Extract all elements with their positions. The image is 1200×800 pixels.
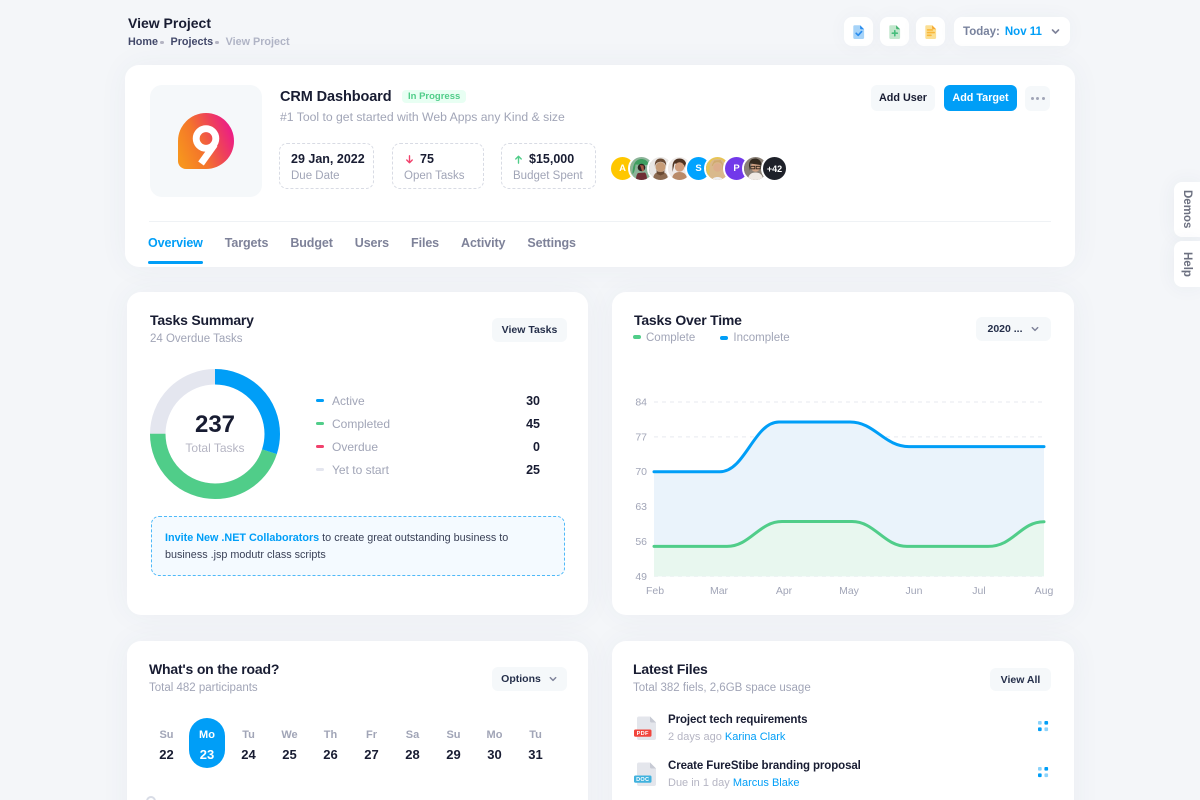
svg-text:Mar: Mar — [710, 585, 729, 597]
svg-text:May: May — [839, 585, 860, 597]
svg-text:49: 49 — [635, 571, 647, 583]
svg-text:Apr: Apr — [776, 585, 793, 597]
svg-text:63: 63 — [635, 501, 647, 513]
svg-text:Feb: Feb — [646, 585, 664, 597]
svg-text:Aug: Aug — [1035, 585, 1054, 597]
svg-text:Jul: Jul — [972, 585, 985, 597]
svg-text:56: 56 — [635, 536, 647, 548]
svg-text:84: 84 — [635, 397, 647, 409]
svg-text:Jun: Jun — [906, 585, 923, 597]
svg-text:DOC: DOC — [636, 777, 649, 783]
svg-text:77: 77 — [635, 431, 647, 443]
svg-text:PDF: PDF — [637, 731, 649, 737]
svg-text:70: 70 — [635, 466, 647, 478]
